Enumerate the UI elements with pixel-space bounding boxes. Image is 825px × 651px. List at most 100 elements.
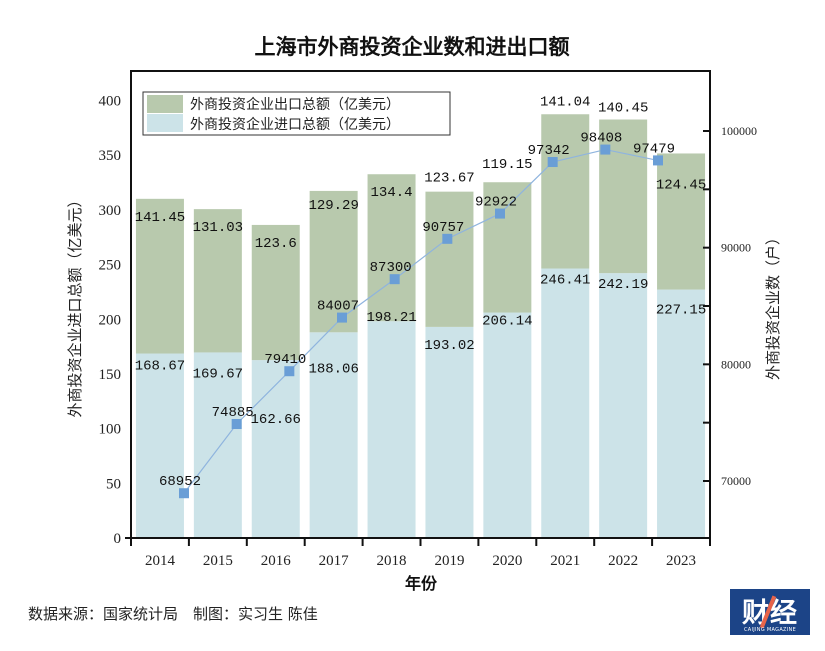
- bar-export-2020: [483, 182, 532, 313]
- y2-tick-label-80000: 80000: [721, 357, 751, 371]
- y2-tick-label-90000: 90000: [721, 241, 751, 255]
- label-count-2016: 79410: [264, 352, 306, 368]
- label-import-2016: 162.66: [251, 412, 301, 428]
- label-count-2022: 98408: [580, 131, 622, 147]
- marker-count-2017: [337, 312, 347, 323]
- legend-label-export: 外商投资企业出口总额（亿美元）: [190, 96, 400, 113]
- label-export-2019: 123.67: [424, 171, 474, 187]
- bars-layer: [135, 114, 706, 538]
- label-export-2014: 141.45: [135, 210, 185, 226]
- bar-import-2023: [657, 289, 706, 538]
- label-count-2017: 84007: [317, 299, 359, 315]
- label-export-2020: 119.15: [482, 157, 532, 173]
- bar-export-2023: [657, 153, 706, 290]
- label-import-2014: 168.67: [135, 359, 185, 375]
- label-export-2023: 124.45: [656, 177, 706, 193]
- x-tick-label-2018: 2018: [377, 553, 407, 569]
- chart-title: 上海市外商投资企业数和进出口额: [255, 34, 570, 59]
- line-layer: [179, 144, 663, 499]
- y-tick-label-350: 350: [99, 148, 122, 164]
- y-tick-label-50: 50: [106, 476, 121, 492]
- caijing-logo: 财经 CAIJING MAGAZINE: [730, 589, 810, 635]
- y2-tick-label-100000: 100000: [721, 124, 757, 138]
- y2-axis-label: 外商投资企业数（户）: [764, 230, 782, 380]
- x-tick-label-2021: 2021: [550, 553, 580, 569]
- label-count-2018: 87300: [370, 260, 412, 276]
- y-tick-label-200: 200: [99, 312, 122, 328]
- line-company-count: [183, 148, 659, 494]
- x-tick-label-2022: 2022: [608, 553, 638, 569]
- marker-count-2016: [284, 366, 295, 377]
- label-import-2022: 242.19: [598, 277, 648, 293]
- label-count-2014: 68952: [159, 474, 201, 490]
- y-tick-label-100: 100: [99, 422, 122, 438]
- label-import-2019: 193.02: [424, 338, 474, 354]
- label-import-2021: 246.41: [540, 273, 590, 289]
- bar-import-2015: [193, 352, 242, 538]
- label-export-2021: 141.04: [540, 94, 590, 110]
- data-labels-layer: 168.67 141.45 169.67 131.03 162.66 123.6 188.0…: [135, 94, 707, 490]
- label-import-2015: 169.67: [193, 366, 243, 382]
- legend: 外商投资企业出口总额（亿美元） 外商投资企业进口总额（亿美元）: [142, 91, 451, 136]
- y2-tick-label-70000: 70000: [721, 474, 751, 488]
- axes-layer: 0 50 100 150 200 250 300 350 400 70000 80000 90000 1…: [99, 94, 758, 569]
- marker-count-2018: [389, 274, 400, 285]
- bar-export-2016: [251, 224, 300, 361]
- legend-swatch-export: [147, 95, 183, 113]
- label-import-2020: 206.14: [482, 314, 532, 330]
- x-tick-label-2016: 2016: [261, 553, 292, 569]
- y-tick-label-250: 250: [99, 258, 122, 274]
- bar-import-2019: [425, 326, 474, 538]
- bar-export-2018: [367, 174, 416, 322]
- y-tick-label-400: 400: [99, 94, 122, 110]
- label-export-2016: 123.6: [255, 236, 297, 252]
- marker-count-2023: [653, 155, 663, 166]
- label-count-2019: 90757: [422, 220, 464, 236]
- marker-count-2021: [547, 157, 558, 168]
- bar-import-2016: [251, 360, 300, 538]
- label-export-2022: 140.45: [598, 101, 648, 117]
- label-export-2015: 131.03: [193, 220, 243, 236]
- bar-import-2020: [483, 312, 532, 538]
- bar-import-2022: [599, 273, 648, 538]
- label-import-2018: 198.21: [366, 310, 416, 326]
- x-tick-label-2014: 2014: [145, 553, 176, 569]
- x-axis-label: 年份: [405, 574, 438, 593]
- label-export-2017: 129.29: [308, 198, 358, 214]
- logo-subtext: CAIJING MAGAZINE: [743, 627, 797, 633]
- bar-import-2018: [367, 321, 416, 538]
- marker-count-2019: [442, 233, 453, 244]
- bar-import-2014: [135, 353, 184, 538]
- bar-export-2021: [541, 114, 590, 269]
- x-tick-label-2019: 2019: [434, 553, 464, 569]
- y-tick-label-0: 0: [114, 531, 122, 547]
- bar-import-2017: [309, 332, 358, 538]
- marker-count-2020: [495, 208, 505, 219]
- x-tick-label-2023: 2023: [666, 553, 696, 569]
- source-note: 数据来源：国家统计局 制图：实习生 陈佳: [28, 605, 318, 623]
- x-tick-label-2020: 2020: [492, 553, 522, 569]
- marker-count-2022: [600, 144, 611, 155]
- legend-swatch-import: [147, 114, 183, 132]
- label-import-2023: 227.15: [656, 303, 706, 319]
- bar-export-2014: [135, 198, 184, 354]
- y-axis-label: 外商投资企业进口总额（亿美元）: [66, 192, 84, 417]
- label-count-2021: 97342: [528, 143, 570, 159]
- label-export-2018: 134.4: [371, 185, 413, 201]
- x-tick-label-2015: 2015: [203, 553, 233, 569]
- y-tick-label-300: 300: [99, 203, 122, 219]
- legend-label-import: 外商投资企业进口总额（亿美元）: [190, 116, 400, 133]
- legend-box: [142, 91, 451, 136]
- bar-export-2015: [193, 209, 242, 353]
- label-count-2023: 97479: [633, 141, 675, 157]
- bar-import-2021: [541, 268, 590, 538]
- bar-export-2017: [309, 190, 358, 333]
- bar-export-2019: [425, 191, 474, 327]
- marker-count-2014: [179, 488, 189, 499]
- label-import-2017: 188.06: [308, 361, 358, 377]
- x-tick-label-2017: 2017: [319, 553, 350, 569]
- label-count-2015: 74885: [212, 405, 254, 421]
- y-tick-label-150: 150: [99, 367, 122, 383]
- marker-count-2015: [231, 419, 242, 430]
